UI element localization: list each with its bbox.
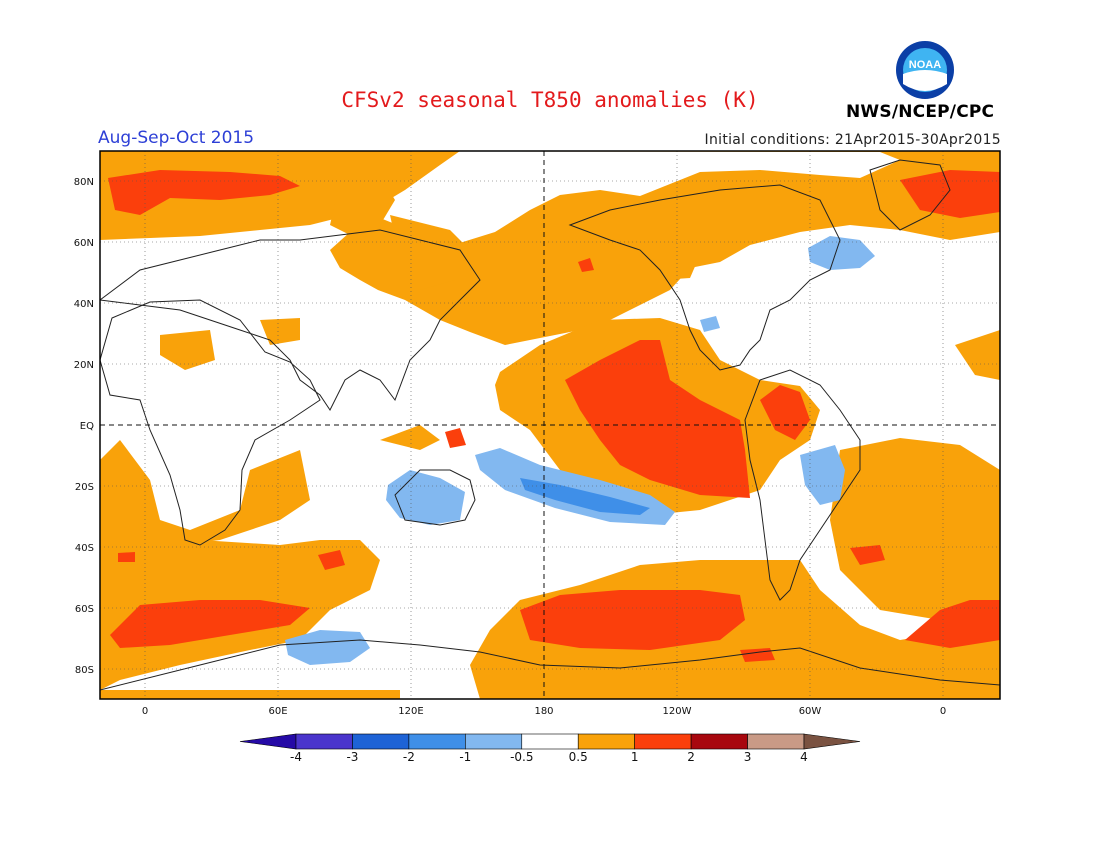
strong-negative-anomaly-regions [520,478,650,515]
colorbar-label: 4 [800,750,808,764]
lon-label: 60W [799,706,822,717]
equator-dateline [100,151,1000,699]
latitude-labels: 80N 60N 40N 20N EQ 20S 40S 60S 80S [74,177,94,676]
lon-label: 60E [268,706,287,717]
colorbar-swatch [352,733,410,750]
colorbar-label: -4 [290,750,302,764]
colorbar-swatch [747,733,805,750]
lat-lon-grid [100,151,1000,699]
lon-label: 180 [534,706,553,717]
colorbar-swatch [577,733,635,750]
lat-label: 80N [74,177,94,188]
lat-label: EQ [80,421,94,432]
colorbar-label: 3 [744,750,752,764]
lat-label: 60S [75,604,94,615]
colorbar-swatch [803,733,861,750]
map-frame [99,150,1001,700]
colorbar-label: -0.5 [510,750,533,764]
colorbar-label: -3 [346,750,358,764]
colorbar-swatches [239,733,861,750]
colorbar-swatch [521,733,579,750]
lat-label: 20N [74,360,94,371]
colorbar-labels: -4 -3 -2 -1 -0.5 0.5 1 2 3 4 [290,750,808,764]
season-label: Aug-Sep-Oct 2015 [98,128,255,148]
noaa-logo: NOAA [896,41,954,99]
colorbar-label: -1 [459,750,471,764]
lon-label: 0 [940,706,946,717]
lon-label: 120W [663,706,692,717]
map-title: CFSv2 seasonal T850 anomalies (K) [341,88,759,112]
colorbar-label: -2 [403,750,415,764]
lat-label: 80S [75,665,94,676]
colorbar-label: 2 [687,750,695,764]
lat-label: 40S [75,543,94,554]
lon-label: 120E [398,706,423,717]
coastlines [100,159,1000,691]
colorbar-swatch [634,733,692,750]
agency-label: NWS/NCEP/CPC [846,102,995,122]
longitude-labels: 0 60E 120E 180 120W 60W 0 [142,706,946,717]
colorbar-swatch [408,733,466,750]
colorbar-swatch [465,733,523,750]
colorbar-swatch [690,733,748,750]
colorbar-label: 0.5 [569,750,588,764]
anomaly-field [100,151,1000,699]
colorbar-swatch [295,733,353,750]
colorbar-label: 1 [631,750,639,764]
lon-label: 0 [142,706,148,717]
lat-label: 60N [74,238,94,249]
colorbar-swatch [239,733,297,750]
lat-label: 40N [74,299,94,310]
lat-label: 20S [75,482,94,493]
logo-text: NOAA [909,59,941,71]
initial-conditions-label: Initial conditions: 21Apr2015-30Apr2015 [704,132,1001,148]
